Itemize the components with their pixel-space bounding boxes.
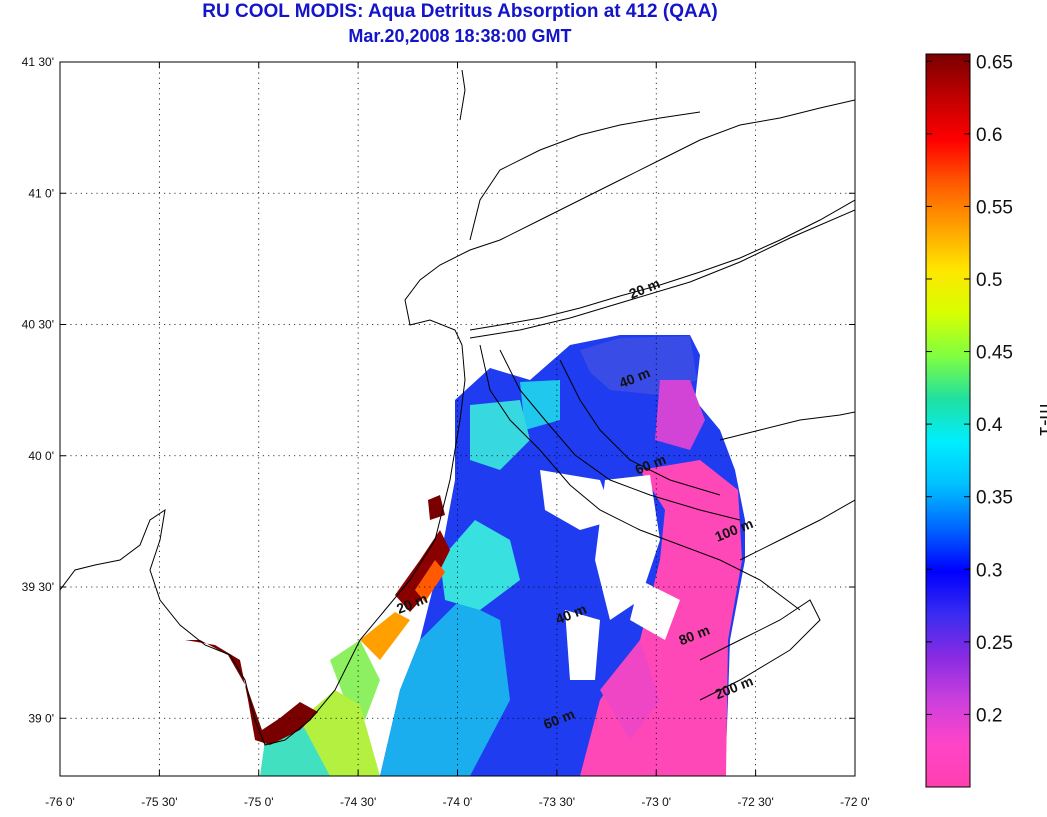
lon-tick-label-2: -75 0'	[244, 795, 274, 809]
lat-tick-label-0: 41 30'	[22, 55, 54, 69]
lon-tick-label-8: -72 0'	[840, 795, 870, 809]
lat-tick-label-1: 41 0'	[28, 186, 54, 200]
coastline	[60, 69, 855, 746]
lon-tick-label-1: -75 30'	[141, 795, 177, 809]
lon-tick-label-7: -72 30'	[737, 795, 773, 809]
satellite-data-swath	[260, 335, 745, 776]
colorbar-tick-label-4: 0.45	[976, 343, 1013, 364]
colorbar-tick-label-9: 0.2	[976, 705, 1002, 726]
colorbar: 0.65 0.6 0.55 0.5 0.45 0.4 0.35 0.3 0.25 0.2 m-1	[925, 52, 1047, 788]
colorbar-tick-label-6: 0.35	[976, 488, 1013, 509]
colorbar-tick-label-1: 0.6	[976, 125, 1002, 146]
coastal-high-absorption	[185, 495, 450, 745]
lat-tick-label-2: 40 30'	[22, 318, 54, 332]
lon-tick-label-4: -74 0'	[443, 795, 473, 809]
map-axes: -76 0' -75 30' -75 0' -74 30' -74 0' -73 30' -…	[22, 55, 870, 809]
lon-tick-label-6: -73 0'	[641, 795, 671, 809]
lat-tick-label-5: 39 0'	[28, 711, 54, 725]
colorbar-unit: m-1	[1035, 404, 1047, 437]
lat-tick-label-3: 40 0'	[28, 449, 54, 463]
lon-tick-label-0: -76 0'	[45, 795, 75, 809]
colorbar-tick-label-2: 0.55	[976, 197, 1013, 218]
chart-subtitle: Mar.20,2008 18:38:00 GMT	[348, 26, 572, 46]
lon-tick-label-5: -73 30'	[539, 795, 575, 809]
colorbar-ramp	[925, 53, 971, 788]
chart-title: RU COOL MODIS: Aqua Detritus Absorption …	[202, 1, 718, 22]
colorbar-ticks: 0.65 0.6 0.55 0.5 0.45 0.4 0.35 0.3 0.25 0.2	[926, 52, 1013, 726]
colorbar-tick-label-8: 0.25	[976, 633, 1013, 654]
colorbar-tick-label-5: 0.4	[976, 415, 1003, 436]
lon-tick-label-3: -74 30'	[340, 795, 376, 809]
colorbar-tick-label-0: 0.65	[976, 52, 1013, 73]
colorbar-tick-label-3: 0.5	[976, 270, 1002, 291]
lat-tick-label-4: 39 30'	[22, 580, 54, 594]
colorbar-tick-label-7: 0.3	[976, 560, 1002, 581]
